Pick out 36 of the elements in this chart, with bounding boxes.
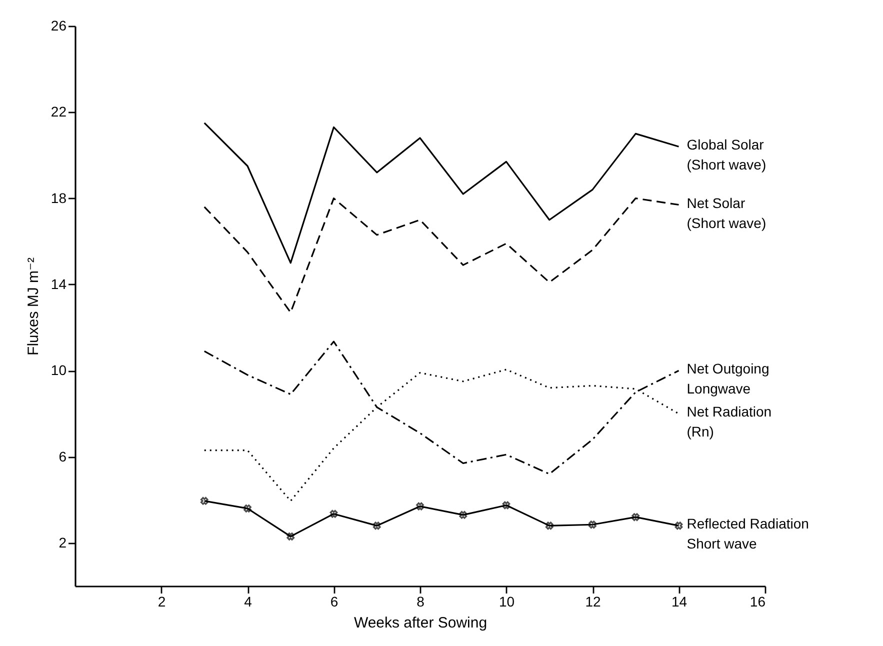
x-tick-label: 10: [498, 594, 515, 610]
y-tick-label: 22: [50, 104, 67, 120]
point: [502, 501, 510, 510]
series-label: Global Solar (Short wave): [686, 136, 766, 173]
point: [416, 502, 424, 510]
y-tick-label: 2: [58, 534, 67, 550]
point: [545, 522, 554, 530]
point: [200, 496, 208, 505]
series-label: Net Solar (Short wave): [686, 194, 766, 231]
point: [244, 504, 252, 512]
point: [286, 532, 295, 540]
line-series: [204, 122, 680, 264]
y-tick-label: 18: [50, 190, 67, 206]
y-tick-label: 10: [50, 362, 67, 378]
point: [459, 510, 468, 519]
x-tick-label: 2: [158, 594, 166, 610]
series-label: Net Outgoing Longwave: [686, 360, 770, 397]
point: [372, 522, 381, 530]
line-series: [204, 198, 680, 314]
point: [588, 520, 596, 529]
x-tick-label: 8: [416, 594, 425, 610]
x-tick-label: 4: [244, 594, 252, 610]
x-tick-label: 12: [585, 594, 601, 610]
y-tick-label: 6: [58, 448, 67, 464]
x-tick-label: 14: [671, 594, 688, 610]
x-tick-label: 16: [750, 594, 766, 610]
x-tick-label: 6: [330, 594, 338, 610]
point: [632, 513, 640, 522]
series-label: Reflected Radiation Short wave: [686, 516, 809, 552]
x-axis-title: Weeks after Sowing: [354, 614, 488, 632]
y-tick-label: 26: [50, 18, 67, 34]
y-tick-label: 14: [50, 276, 67, 292]
point: [674, 522, 683, 530]
series-label: Net Radiation (Rn): [686, 404, 772, 440]
y-axis-title: Fluxes MJ m⁻²: [24, 258, 42, 356]
point: [330, 510, 338, 518]
